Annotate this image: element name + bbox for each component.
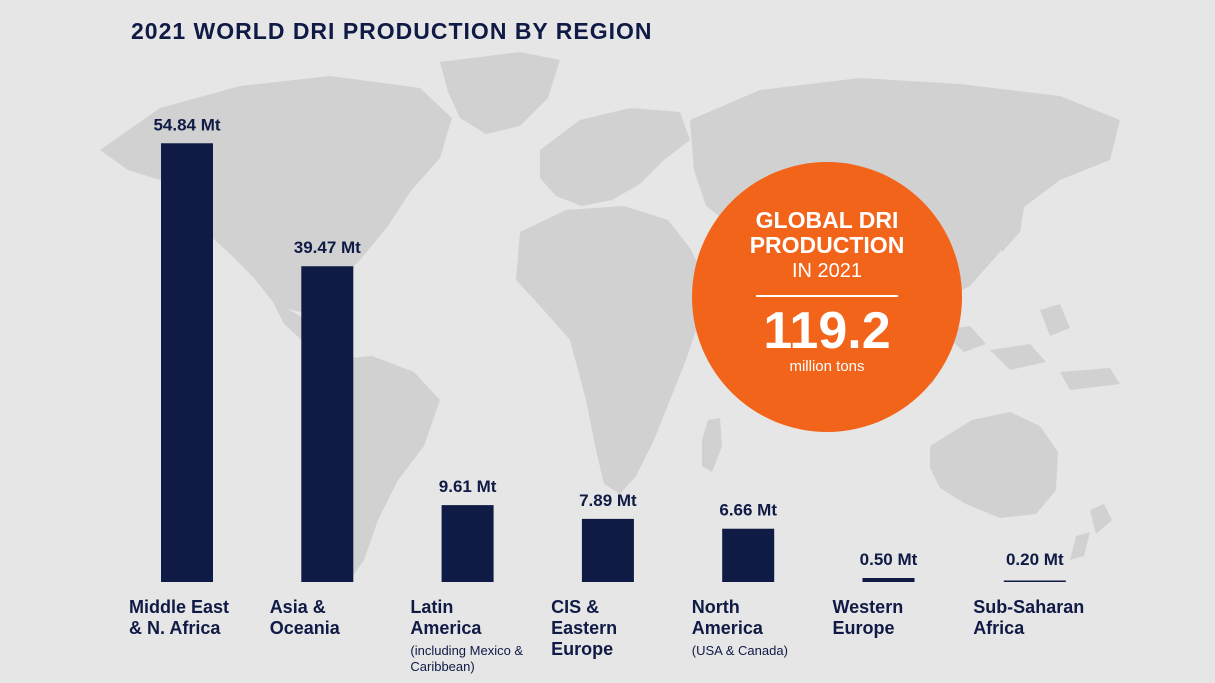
badge-value: 119.2 <box>763 302 891 360</box>
bar-value-label-6: 0.20 Mt <box>1006 550 1064 569</box>
category-label-1: Asia & Oceania <box>270 597 410 639</box>
badge-line-2: PRODUCTION <box>749 232 905 258</box>
bar-4 <box>722 528 775 582</box>
category-label-line: Sub-Saharan <box>973 597 1085 617</box>
bar-1 <box>301 266 354 582</box>
bar-value-label-3: 7.89 Mt <box>579 491 637 510</box>
bar-value-label-5: 0.50 Mt <box>860 550 918 569</box>
category-label-0: Middle East & N. Africa <box>129 597 269 639</box>
category-label-line: Europe <box>551 639 614 659</box>
bar-value-label-0: 54.84 Mt <box>153 115 220 134</box>
bar-value-label-4: 6.66 Mt <box>719 501 777 520</box>
category-label-line: North <box>691 597 740 617</box>
bar-value-label-2: 9.61 Mt <box>439 477 497 496</box>
badge-line-3: IN 2021 <box>791 260 863 282</box>
category-label-line: Latin <box>410 597 454 617</box>
category-label-2: Latin America (including Mexico & Caribbea… <box>410 597 550 675</box>
category-note-2: (including Mexico & Caribbean) <box>410 643 524 674</box>
bar-2 <box>441 505 494 582</box>
category-label-line: Asia & <box>269 597 326 617</box>
bar-0 <box>161 143 213 582</box>
chart-title: 2021 WORLD DRI PRODUCTION BY REGION <box>131 18 653 44</box>
badge-unit: million tons <box>789 358 865 375</box>
global-production-badge: GLOBAL DRI PRODUCTION IN 2021 119.2 mill… <box>692 162 962 432</box>
bar-5 <box>862 578 915 582</box>
category-label-line: Oceania <box>269 618 340 638</box>
category-label-5: Western Europe <box>833 597 973 639</box>
badge-line-1: GLOBAL DRI <box>755 207 899 233</box>
category-label-line: & N. Africa <box>129 618 221 638</box>
bar-6 <box>1003 580 1066 582</box>
bar-3 <box>581 518 634 582</box>
category-label-line: America <box>691 618 763 638</box>
category-label-6: Sub-Saharan Africa <box>973 597 1113 639</box>
category-label-line: Europe <box>832 618 895 638</box>
category-label-line: CIS & <box>551 597 600 617</box>
bar-value-label-1: 39.47 Mt <box>294 238 361 257</box>
category-label-line: America <box>410 618 482 638</box>
category-label-3: CIS & Eastern Europe <box>551 597 691 660</box>
category-note-4: (USA & Canada) <box>691 643 788 658</box>
category-label-line: Western <box>832 597 904 617</box>
category-label-line: Middle East <box>129 597 230 617</box>
badge-divider <box>756 295 898 297</box>
category-label-line: Africa <box>973 618 1025 638</box>
category-label-line: Eastern <box>551 618 618 638</box>
category-label-4: North America (USA & Canada) <box>692 597 832 659</box>
